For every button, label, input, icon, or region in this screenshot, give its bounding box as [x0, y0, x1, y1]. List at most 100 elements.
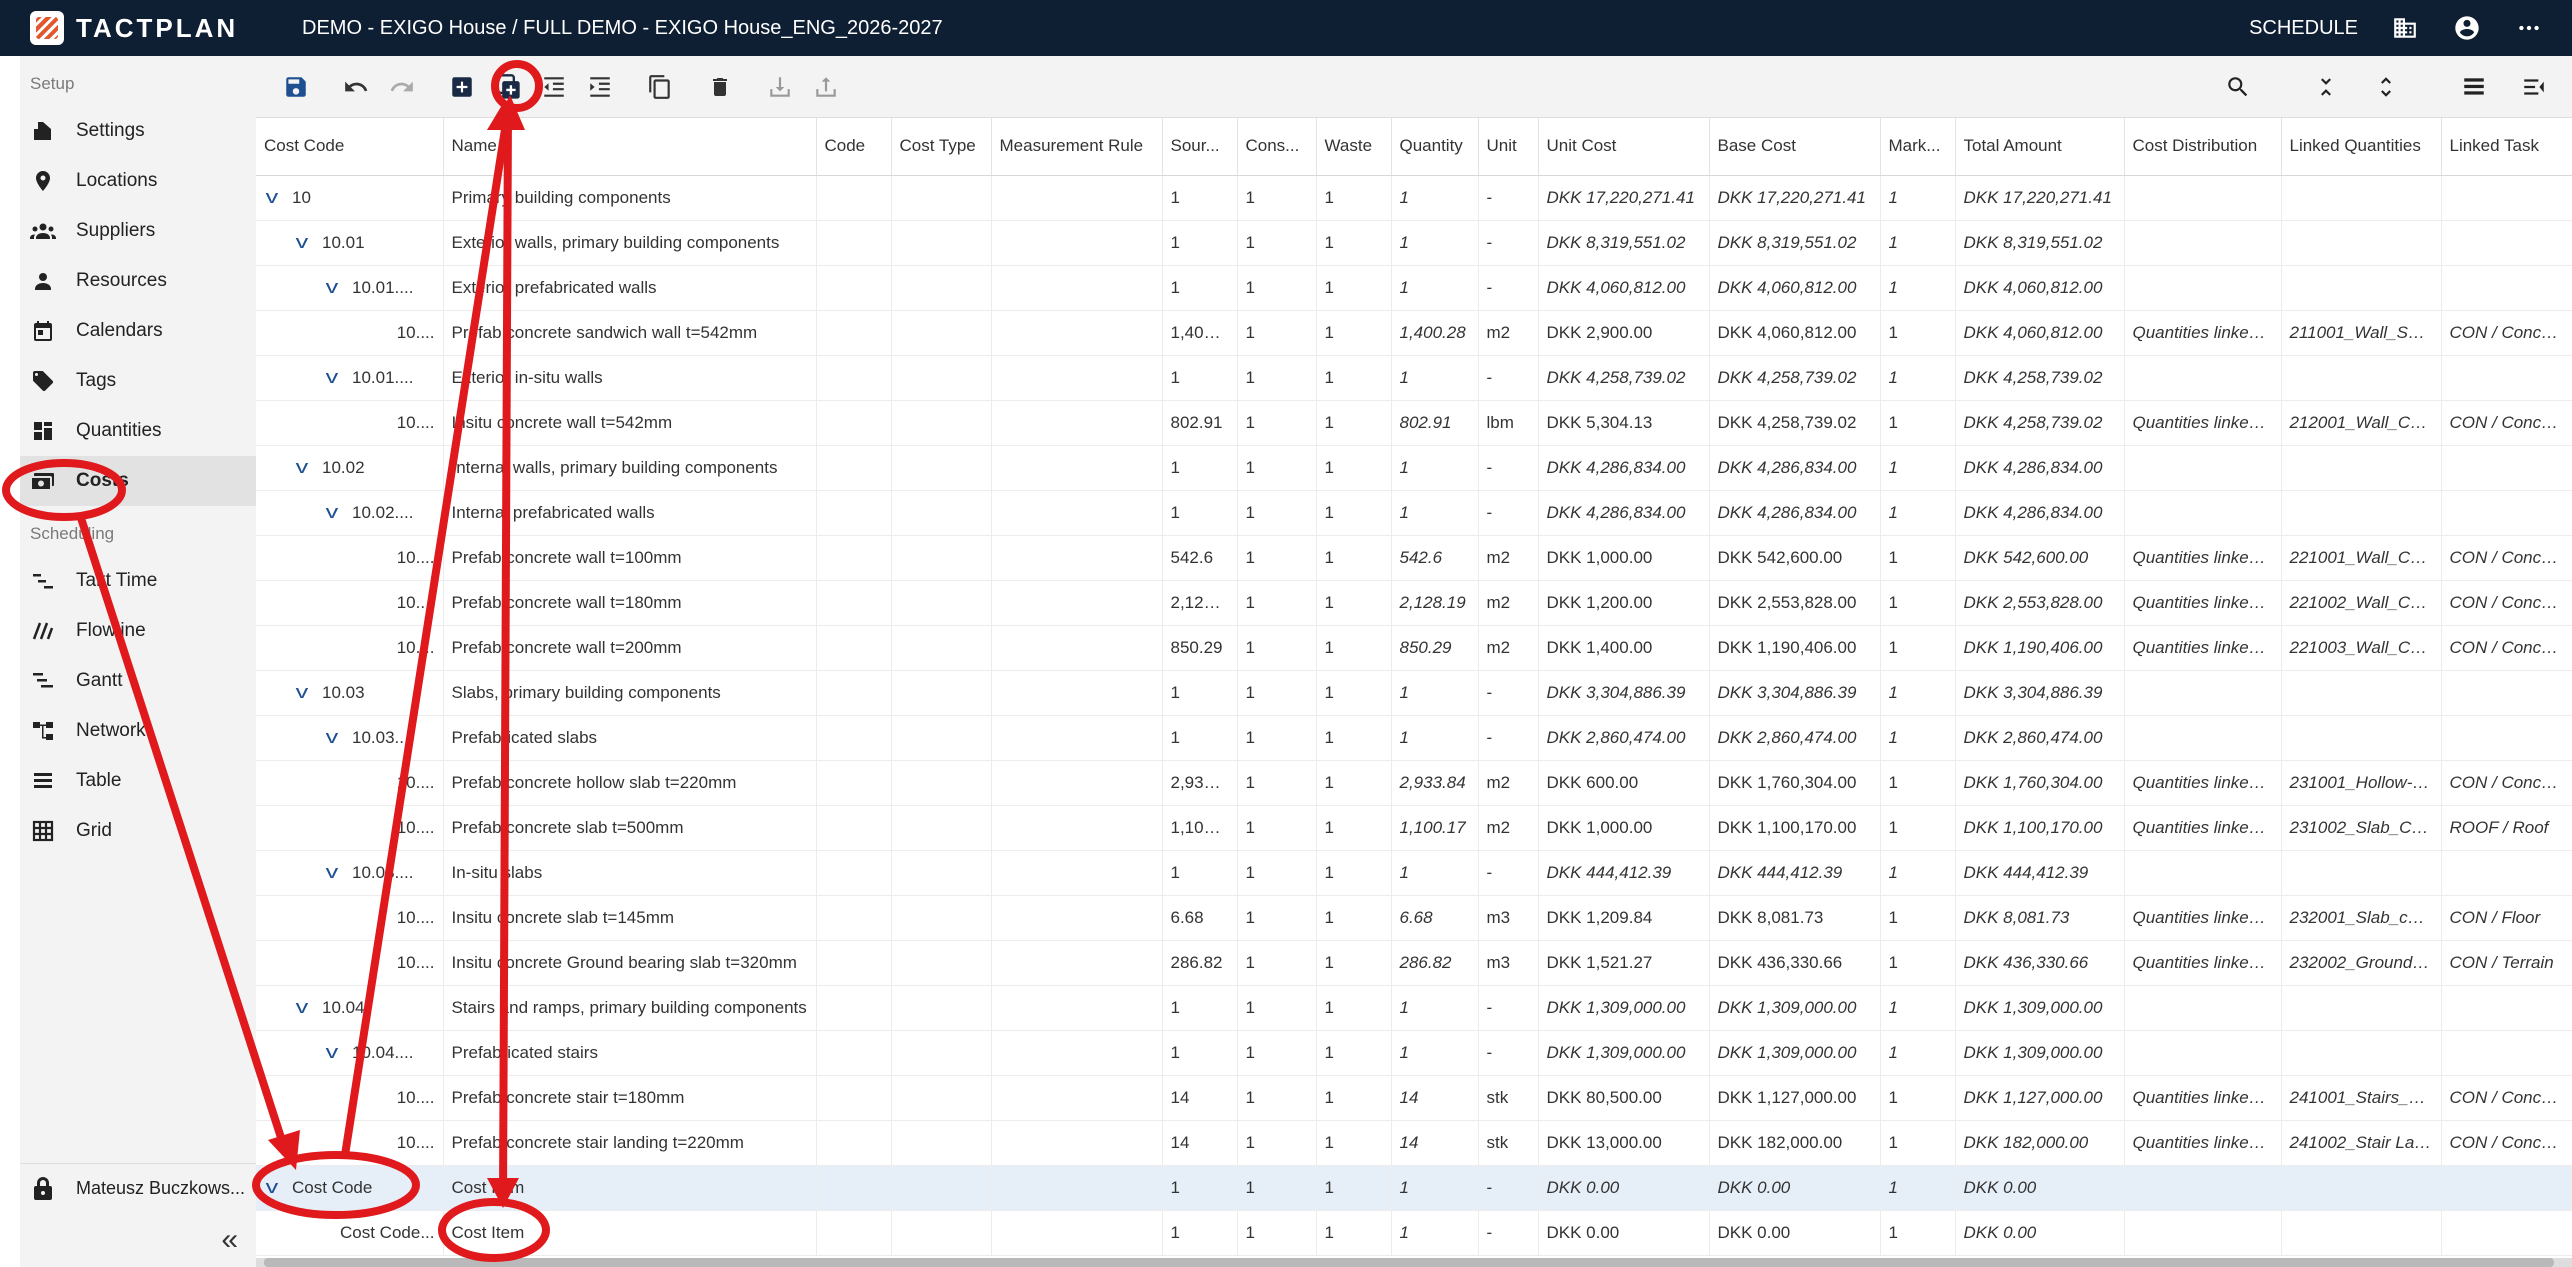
table-row[interactable]: 10.... Prefab concrete wall t=180mm 2,128.… [256, 580, 2572, 626]
unit-cell[interactable]: - [1478, 715, 1539, 761]
code-cell[interactable] [816, 445, 892, 491]
chevron-down-icon[interactable]: v [325, 502, 339, 522]
unit-cell[interactable]: m2 [1478, 535, 1539, 581]
delete-icon[interactable] [702, 69, 738, 105]
code-cell[interactable] [816, 1120, 892, 1166]
measurement-rule-cell[interactable] [991, 985, 1163, 1031]
waste-cell[interactable]: 1 [1316, 265, 1392, 311]
unit-cost-cell[interactable]: DKK 0.00 [1538, 1210, 1710, 1256]
name-cell[interactable]: Prefab concrete wall t=200mm [443, 625, 817, 671]
linked-quantities-cell[interactable]: 211001_Wall_Sandwich [2281, 310, 2442, 356]
measurement-rule-cell[interactable] [991, 940, 1163, 986]
source-cell[interactable]: 1 [1162, 1210, 1238, 1256]
consumption-cell[interactable]: 1 [1237, 580, 1317, 626]
name-cell[interactable]: Prefab concrete sandwich wall t=542mm [443, 310, 817, 356]
code-cell[interactable] [816, 625, 892, 671]
unit-cost-cell[interactable]: DKK 4,060,812.00 [1538, 265, 1710, 311]
cost-type-cell[interactable] [891, 1120, 992, 1166]
waste-cell[interactable]: 1 [1316, 535, 1392, 581]
cost-code-cell[interactable]: v 10.01.... [256, 355, 444, 401]
measurement-rule-cell[interactable] [991, 850, 1163, 896]
markup-cell[interactable]: 1 [1880, 760, 1956, 806]
waste-cell[interactable]: 1 [1316, 580, 1392, 626]
code-cell[interactable] [816, 1210, 892, 1256]
unit-cost-cell[interactable]: DKK 13,000.00 [1538, 1120, 1710, 1166]
linked-quantities-cell[interactable] [2281, 490, 2442, 536]
redo-icon[interactable] [384, 69, 420, 105]
app-logo[interactable]: TACTPLAN [30, 11, 270, 45]
cost-code-cell[interactable]: v 10.03 [256, 670, 444, 716]
quantity-cell[interactable]: 1 [1391, 265, 1479, 311]
base-cost-cell[interactable]: DKK 2,860,474.00 [1709, 715, 1881, 761]
base-cost-cell[interactable]: DKK 1,309,000.00 [1709, 1030, 1881, 1076]
consumption-cell[interactable]: 1 [1237, 310, 1317, 356]
unit-cost-cell[interactable]: DKK 17,220,271.41 [1538, 175, 1710, 221]
chevron-down-icon[interactable]: v [325, 277, 339, 297]
linked-task-cell[interactable] [2441, 355, 2572, 401]
linked-quantities-cell[interactable] [2281, 850, 2442, 896]
base-cost-cell[interactable]: DKK 542,600.00 [1709, 535, 1881, 581]
column-header[interactable]: Cost Distribution [2124, 118, 2282, 176]
unit-cell[interactable]: lbm [1478, 400, 1539, 446]
total-amount-cell[interactable]: DKK 4,258,739.02 [1955, 355, 2125, 401]
source-cell[interactable]: 1 [1162, 670, 1238, 716]
cost-code-cell[interactable]: v 10.01 [256, 220, 444, 266]
linked-quantities-cell[interactable]: 221001_Wall_Concrete [2281, 535, 2442, 581]
chevron-down-icon[interactable]: v [325, 367, 339, 387]
unit-cell[interactable]: - [1478, 985, 1539, 1031]
waste-cell[interactable]: 1 [1316, 310, 1392, 356]
measurement-rule-cell[interactable] [991, 625, 1163, 671]
unit-cost-cell[interactable]: DKK 1,000.00 [1538, 805, 1710, 851]
table-row[interactable]: v 10.02 Internal walls, primary building c… [256, 445, 2572, 491]
linked-quantities-cell[interactable]: 221002_Wall_Concrete [2281, 580, 2442, 626]
source-cell[interactable]: 542.6 [1162, 535, 1238, 581]
linked-quantities-cell[interactable]: 212001_Wall_Concrete [2281, 400, 2442, 446]
unit-cell[interactable]: - [1478, 265, 1539, 311]
collapse-sidebar-button[interactable]: « [221, 1223, 238, 1256]
cost-code-cell[interactable]: v 10.01.... [256, 265, 444, 311]
unit-cost-cell[interactable]: DKK 4,286,834.00 [1538, 445, 1710, 491]
unit-cost-cell[interactable]: DKK 8,319,551.02 [1538, 220, 1710, 266]
unit-cell[interactable]: - [1478, 220, 1539, 266]
table-row[interactable]: v 10.04.... Prefabricated stairs 1 1 1 1- DKK 1… [256, 1030, 2572, 1076]
cost-distribution-cell[interactable] [2124, 220, 2282, 266]
cost-distribution-cell[interactable] [2124, 985, 2282, 1031]
code-cell[interactable] [816, 940, 892, 986]
quantity-cell[interactable]: 1 [1391, 1165, 1479, 1211]
consumption-cell[interactable]: 1 [1237, 535, 1317, 581]
cost-code-cell[interactable]: 10.... [256, 1075, 444, 1121]
waste-cell[interactable]: 1 [1316, 445, 1392, 491]
search-icon[interactable] [2220, 69, 2256, 105]
measurement-rule-cell[interactable] [991, 805, 1163, 851]
chevron-down-icon[interactable]: v [325, 862, 339, 882]
consumption-cell[interactable]: 1 [1237, 670, 1317, 716]
base-cost-cell[interactable]: DKK 1,309,000.00 [1709, 985, 1881, 1031]
unit-cell[interactable]: - [1478, 355, 1539, 401]
total-amount-cell[interactable]: DKK 0.00 [1955, 1210, 2125, 1256]
cost-type-cell[interactable] [891, 535, 992, 581]
name-cell[interactable]: Prefab concrete wall t=180mm [443, 580, 817, 626]
total-amount-cell[interactable]: DKK 182,000.00 [1955, 1120, 2125, 1166]
source-cell[interactable]: 286.82 [1162, 940, 1238, 986]
cost-distribution-cell[interactable] [2124, 715, 2282, 761]
unit-cost-cell[interactable]: DKK 600.00 [1538, 760, 1710, 806]
source-cell[interactable]: 1 [1162, 850, 1238, 896]
cost-type-cell[interactable] [891, 355, 992, 401]
quantity-cell[interactable]: 1 [1391, 670, 1479, 716]
base-cost-cell[interactable]: DKK 8,081.73 [1709, 895, 1881, 941]
cost-distribution-cell[interactable]: Quantities linked to [2124, 805, 2282, 851]
sidebar-item-table[interactable]: Table [20, 756, 256, 806]
source-cell[interactable]: 1 [1162, 445, 1238, 491]
waste-cell[interactable]: 1 [1316, 670, 1392, 716]
unit-cell[interactable]: m2 [1478, 805, 1539, 851]
total-amount-cell[interactable]: DKK 2,553,828.00 [1955, 580, 2125, 626]
cost-code-cell[interactable]: 10.... [256, 625, 444, 671]
cost-code-cell[interactable]: v 10.03.... [256, 850, 444, 896]
column-header[interactable]: Cons... [1237, 118, 1317, 176]
measurement-rule-cell[interactable] [991, 1075, 1163, 1121]
sidebar-item-costs[interactable]: Costs [20, 456, 256, 506]
cost-distribution-cell[interactable]: Quantities linked to [2124, 310, 2282, 356]
quantity-cell[interactable]: 1 [1391, 220, 1479, 266]
outdent-icon[interactable] [536, 69, 572, 105]
column-header[interactable]: Base Cost [1709, 118, 1881, 176]
